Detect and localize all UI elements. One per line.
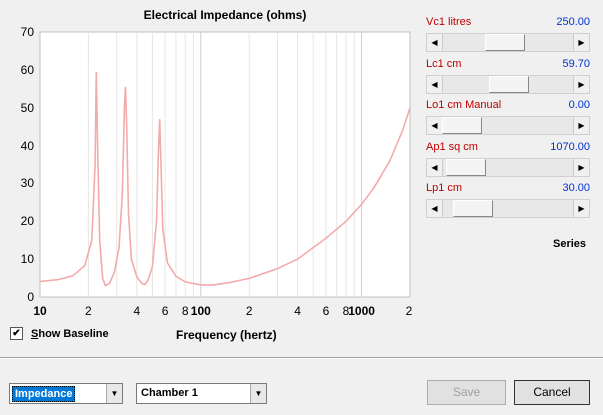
param-group: Ap1 sq cm 1070.00 ◀ ▶ [426, 141, 590, 177]
x-tick-label: 4 [294, 304, 301, 318]
param-scrollbar[interactable]: ◀ ▶ [426, 116, 590, 135]
arrow-right-icon[interactable]: ▶ [573, 76, 589, 93]
param-group: Lp1 cm 30.00 ◀ ▶ [426, 182, 590, 218]
cancel-button[interactable]: Cancel [514, 380, 590, 405]
mode-select-value: Impedance [12, 386, 76, 402]
scrollbar-thumb[interactable] [445, 159, 486, 176]
y-tick-label: 70 [20, 25, 34, 39]
mode-select[interactable]: Impedance ▼ [9, 383, 123, 404]
arrow-left-icon[interactable]: ◀ [427, 159, 443, 176]
impedance-curve [39, 71, 411, 287]
y-tick-label: 30 [20, 176, 34, 191]
arrow-left-icon[interactable]: ◀ [427, 117, 443, 134]
chevron-down-icon[interactable]: ▼ [106, 384, 122, 403]
x-tick-label: 2 [245, 304, 253, 318]
x-axis-label: Frequency (hertz) [176, 328, 277, 342]
arrow-left-icon[interactable]: ◀ [427, 200, 443, 217]
arrow-left-icon[interactable]: ◀ [427, 76, 443, 93]
x-tick-label: 2 [85, 304, 92, 318]
param-group: Lc1 cm 59.70 ◀ ▶ [426, 58, 590, 94]
param-name: Lp1 cm [426, 182, 463, 194]
x-tick-label: 6 [161, 304, 169, 318]
scrollbar-thumb[interactable] [442, 117, 482, 134]
arrow-right-icon[interactable]: ▶ [573, 159, 589, 176]
arrow-right-icon[interactable]: ▶ [573, 117, 589, 134]
param-value: 59.70 [562, 58, 590, 70]
arrow-right-icon[interactable]: ▶ [573, 200, 589, 217]
param-scrollbar[interactable]: ◀ ▶ [426, 33, 590, 52]
y-tick-label: 50 [20, 100, 34, 115]
param-value: 30.00 [562, 182, 590, 194]
x-tick-label: 1000 [348, 304, 375, 318]
checkmark-icon[interactable]: ✔ [10, 327, 23, 340]
show-baseline-label: Show Baseline [31, 327, 109, 340]
param-group: Vc1 litres 250.00 ◀ ▶ [426, 16, 590, 52]
scrollbar-thumb[interactable] [485, 34, 526, 51]
param-scrollbar[interactable]: ◀ ▶ [426, 75, 590, 94]
x-tick-label: 8 [342, 304, 350, 318]
param-scrollbar[interactable]: ◀ ▶ [426, 199, 590, 218]
x-tick-label: 6 [322, 304, 330, 318]
chevron-down-icon[interactable]: ▼ [250, 384, 266, 403]
y-tick-label: 20 [20, 214, 34, 229]
y-tick-label: 10 [20, 252, 34, 267]
param-name: Ap1 sq cm [426, 141, 478, 153]
y-tick-label: 40 [20, 138, 34, 153]
x-tick-label: 8 [181, 304, 189, 318]
plot-area [39, 31, 411, 298]
x-tick-label: 4 [133, 304, 141, 318]
y-tick-label: 0 [27, 290, 34, 304]
y-tick-label: 60 [20, 62, 34, 77]
save-button[interactable]: Save [427, 380, 506, 405]
chamber-select-value: Chamber 1 [141, 387, 198, 399]
divider [0, 357, 603, 359]
param-value: 250.00 [556, 16, 590, 28]
param-name: Lc1 cm [426, 58, 462, 70]
arrow-left-icon[interactable]: ◀ [427, 34, 443, 51]
param-group: Lo1 cm Manual 0.00 ◀ ▶ [426, 99, 590, 135]
x-tick-label: 100 [190, 304, 211, 318]
param-value: 0.00 [568, 99, 590, 111]
x-tick-label: 2 [405, 304, 413, 318]
grid-lines [87, 32, 363, 297]
series-label: Series [553, 238, 587, 250]
param-value: 1070.00 [550, 141, 590, 153]
param-scrollbar[interactable]: ◀ ▶ [426, 158, 590, 177]
scrollbar-thumb[interactable] [489, 76, 529, 93]
impedance-chart [39, 31, 411, 298]
param-name: Vc1 litres [426, 16, 472, 28]
scrollbar-thumb[interactable] [453, 200, 494, 217]
x-tick-label: 10 [33, 304, 47, 318]
param-name: Lo1 cm Manual [426, 99, 502, 111]
chart-title: Electrical Impedance (ohms) [143, 8, 307, 22]
chamber-select[interactable]: Chamber 1 ▼ [136, 383, 267, 404]
arrow-right-icon[interactable]: ▶ [573, 34, 589, 51]
show-baseline-checkbox[interactable]: ✔ Show Baseline [10, 327, 109, 340]
